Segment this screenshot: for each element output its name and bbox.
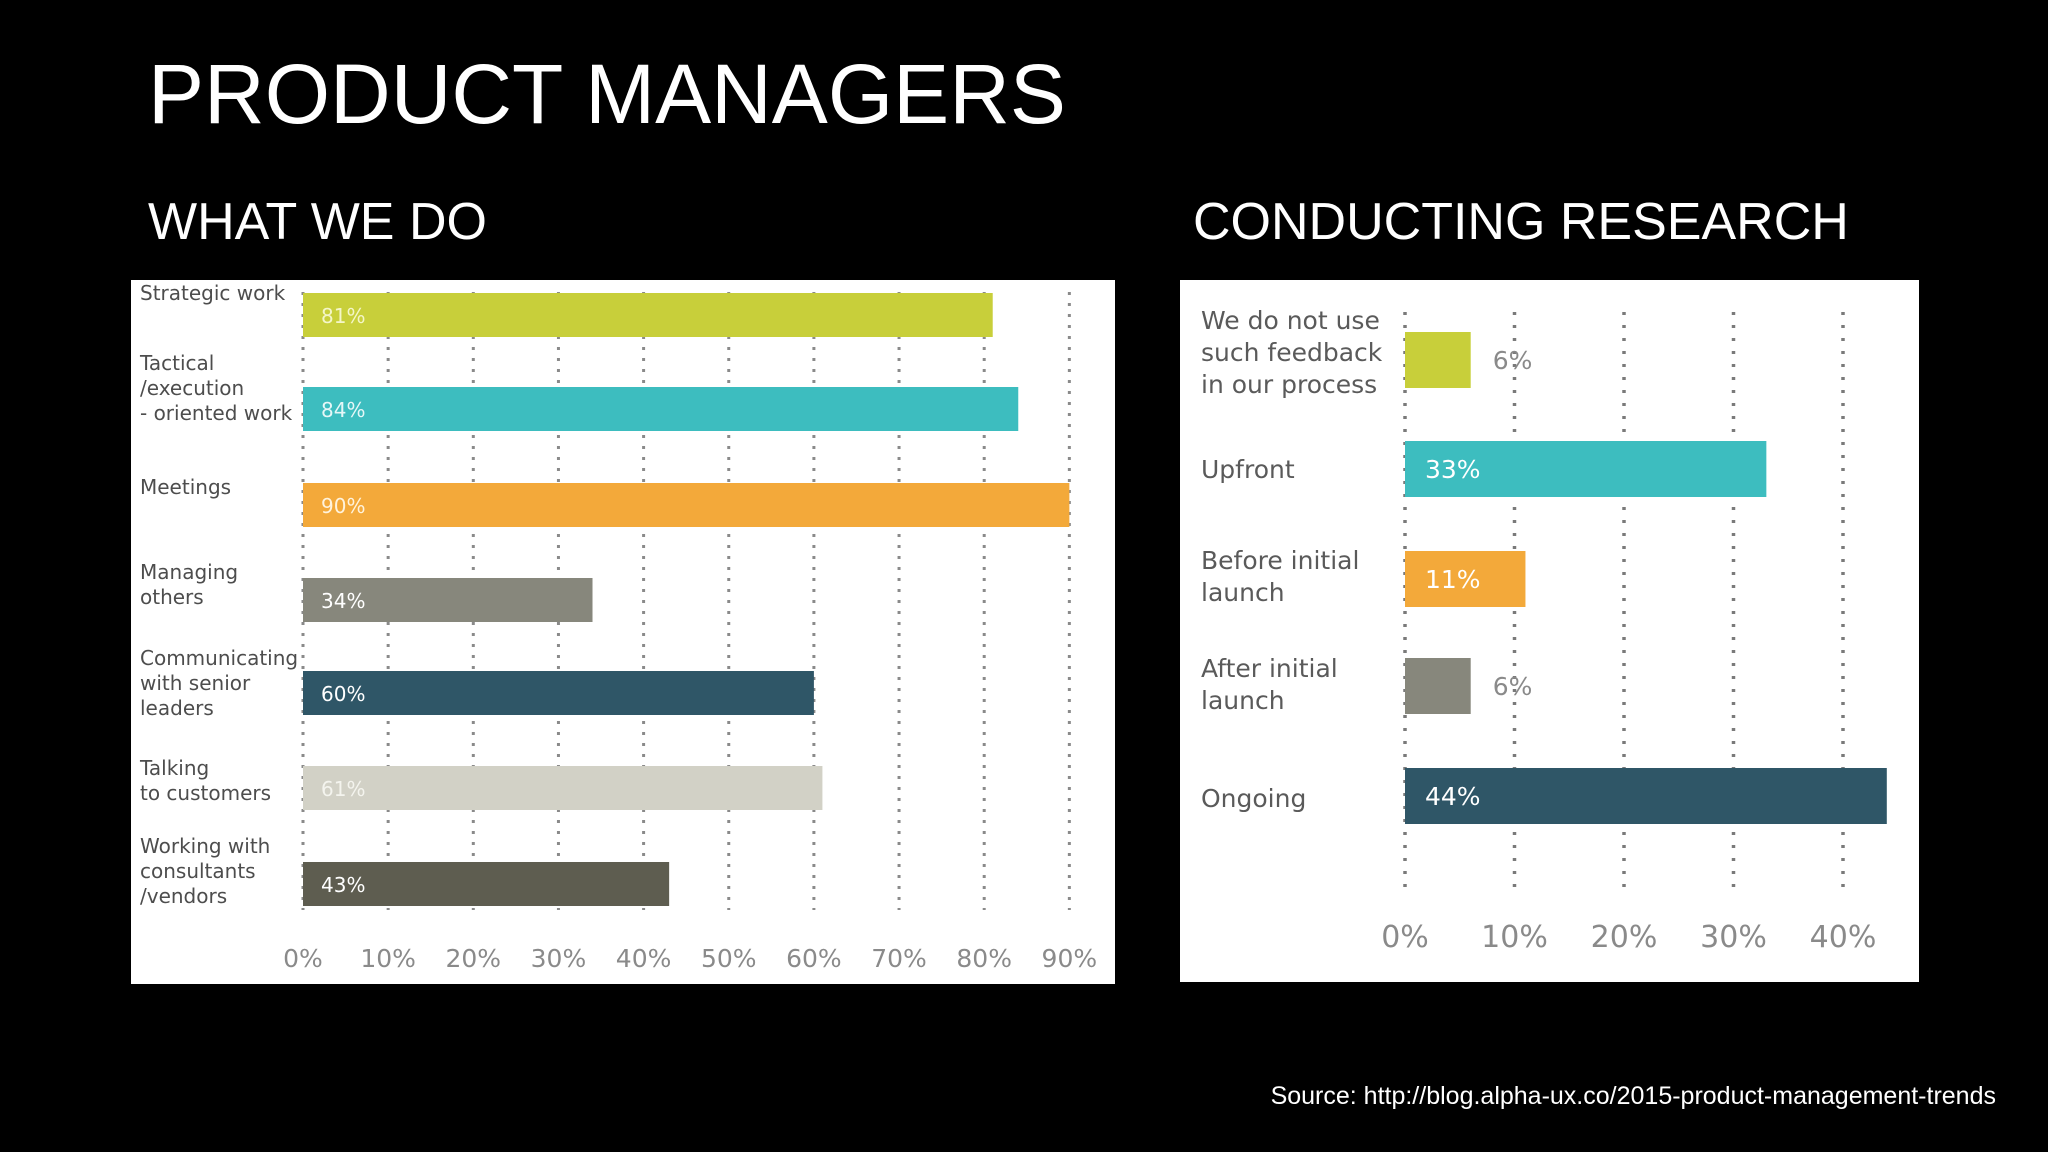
x-tick-label: 30% (531, 944, 587, 973)
category-label: After initial launch (1201, 654, 1338, 715)
bar-value-label: 33% (1425, 455, 1481, 484)
bar (303, 671, 814, 715)
x-tick-label: 70% (871, 944, 927, 973)
category-label: Managing others (140, 560, 238, 609)
bar (303, 483, 1070, 527)
x-tick-label: 60% (786, 944, 842, 973)
bar (1405, 658, 1471, 714)
category-label: Working with consultants/vendors (140, 834, 270, 908)
category-label: Ongoing (1201, 784, 1306, 813)
conducting-research-chart: 0% 10% 20% 30% 40% 6% We do not use such feedba… (1201, 306, 1887, 955)
bar-value-label: 60% (321, 682, 365, 706)
bar-value-label: 6% (1493, 346, 1533, 375)
bar-value-label: 90% (321, 494, 365, 518)
bar-value-label: 34% (321, 589, 365, 613)
conducting-research-chart-panel: 0% 10% 20% 30% 40% 6% We do not use such feedba… (1180, 280, 1919, 982)
bar (303, 293, 993, 337)
x-tick-label: 30% (1700, 920, 1767, 955)
category-label: Before initial launch (1201, 546, 1359, 607)
bar (1405, 441, 1767, 497)
x-tick-label: 40% (616, 944, 672, 973)
category-label: Tactical/execution - oriented work (139, 351, 293, 425)
bar-value-label: 61% (321, 777, 365, 801)
conducting-research-heading: CONDUCTING RESEARCH (1193, 193, 1849, 251)
bar-value-label: 11% (1425, 565, 1481, 594)
bar (1405, 332, 1471, 388)
category-label: Meetings (140, 475, 231, 499)
category-label: Strategic work (140, 281, 286, 305)
x-tick-label: 10% (360, 944, 416, 973)
x-tick-label: 50% (701, 944, 757, 973)
x-tick-label: 0% (283, 944, 323, 973)
x-tick-label: 10% (1481, 920, 1548, 955)
x-tick-label: 0% (1381, 920, 1429, 955)
category-label: Talking to customers (139, 756, 271, 805)
bar-value-label: 84% (321, 398, 365, 422)
what-we-do-chart: 0% 10% 20% 30% 40% 50% 60% 70% 80% 90% 81% Strategi… (139, 281, 1098, 973)
bar (303, 387, 1019, 431)
x-tick-label: 80% (956, 944, 1012, 973)
bar-value-label: 44% (1425, 782, 1481, 811)
bar (303, 862, 670, 906)
x-tick-label: 20% (446, 944, 502, 973)
bar-value-label: 6% (1493, 672, 1533, 701)
category-label: Communicating with senior leaders (140, 646, 298, 720)
bar (1405, 768, 1887, 824)
category-label: We do not use such feedback in our process (1201, 306, 1383, 399)
category-label: Upfront (1201, 455, 1295, 484)
what-we-do-heading: WHAT WE DO (148, 193, 487, 251)
source-citation: Source: http://blog.alpha-ux.co/2015-pro… (1270, 1082, 1996, 1110)
x-tick-label: 90% (1042, 944, 1098, 973)
bar (1405, 551, 1526, 607)
x-tick-label: 20% (1591, 920, 1658, 955)
bar (303, 766, 823, 810)
what-we-do-chart-panel: 0% 10% 20% 30% 40% 50% 60% 70% 80% 90% 81% Strategi… (131, 280, 1115, 984)
x-tick-label: 40% (1810, 920, 1877, 955)
bar-value-label: 81% (321, 304, 365, 328)
slide-title: PRODUCT MANAGERS (148, 47, 1066, 141)
bar (303, 578, 593, 622)
bar-value-label: 43% (321, 873, 365, 897)
